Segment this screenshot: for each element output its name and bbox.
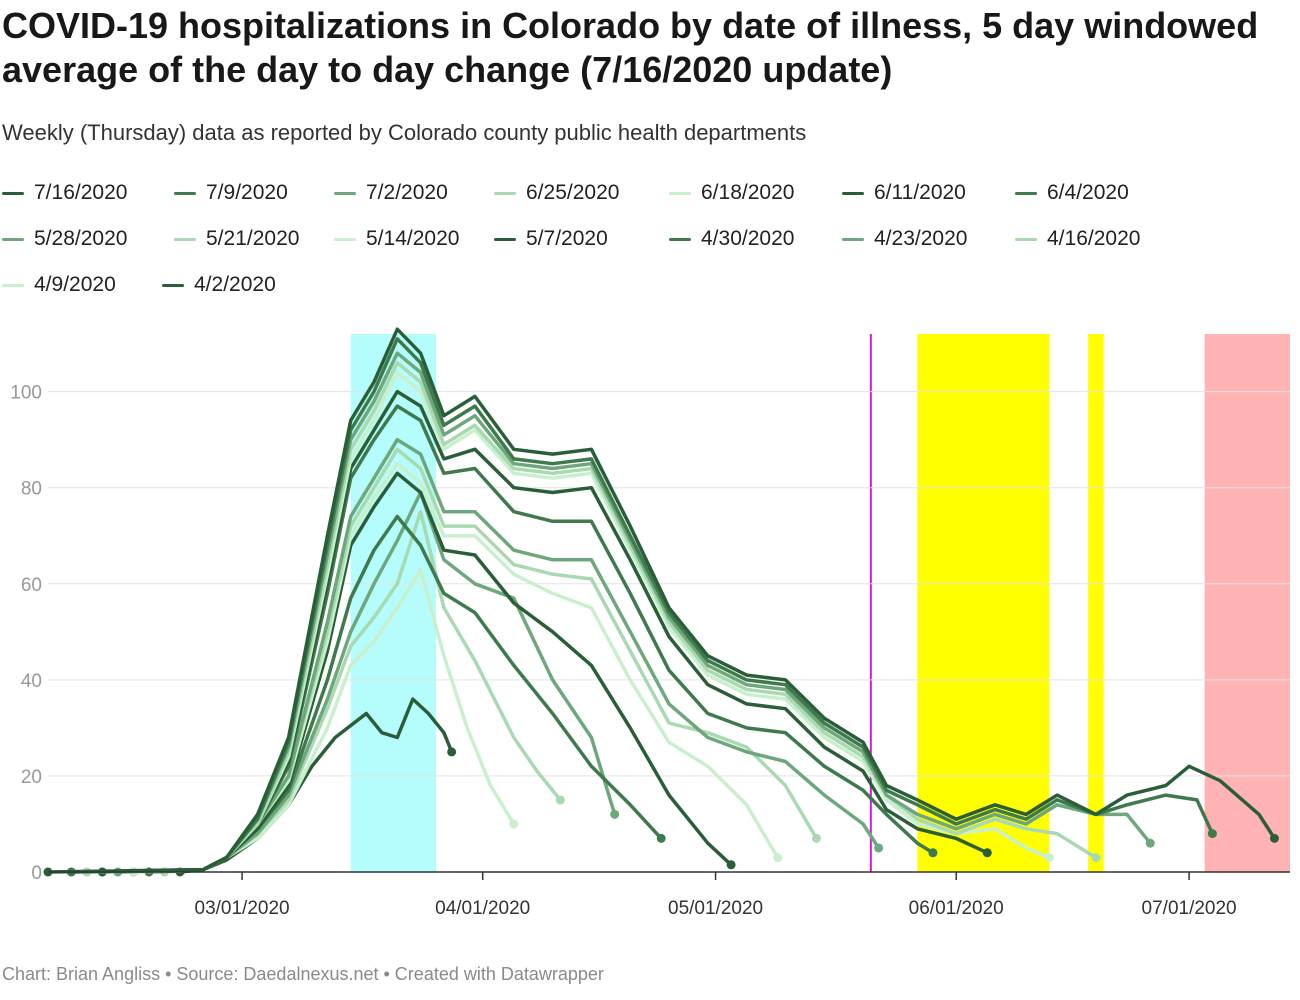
- series-end-dot: [811, 833, 821, 843]
- legend-swatch: [669, 191, 691, 195]
- series-end-dot: [1091, 853, 1101, 863]
- legend-swatch: [2, 191, 24, 195]
- legend-item: 6/18/2020: [669, 178, 794, 208]
- series-end-dot: [773, 853, 783, 863]
- legend-item: 5/14/2020: [334, 224, 459, 254]
- legend-label: 7/9/2020: [206, 181, 288, 204]
- series-end-dot: [982, 848, 992, 858]
- legend-item: 6/25/2020: [494, 178, 619, 208]
- series-line-7-2-2020: [69, 351, 1153, 874]
- legend-item: 7/9/2020: [174, 178, 288, 208]
- legend-item: 7/16/2020: [2, 178, 127, 208]
- series-end-dot: [1269, 833, 1279, 843]
- series-end-dot: [1044, 853, 1054, 863]
- legend-label: 7/16/2020: [34, 181, 128, 204]
- legend-label: 5/21/2020: [206, 227, 300, 250]
- legend-swatch: [174, 237, 196, 241]
- legend-item: 4/30/2020: [669, 224, 794, 254]
- legend-swatch: [842, 191, 864, 195]
- series-end-dot: [928, 848, 938, 858]
- series-line-7-16-2020: [46, 327, 1277, 874]
- legend-swatch: [334, 237, 356, 241]
- legend-swatch: [669, 237, 691, 241]
- x-tick-label: 07/01/2020: [1142, 898, 1237, 919]
- series-line-4-9-2020: [162, 567, 516, 874]
- grid: [48, 391, 1290, 777]
- legend-item: 5/21/2020: [174, 224, 299, 254]
- y-tick-label: 60: [21, 575, 42, 596]
- y-tick-label: 0: [31, 863, 42, 884]
- y-tick-label: 20: [21, 767, 42, 788]
- legend-swatch: [1015, 237, 1037, 241]
- legend-label: 5/7/2020: [526, 227, 608, 250]
- legend-item: 4/23/2020: [842, 224, 967, 254]
- axes: 0 20 40 60 80 100 03/01/2020 04/01/2020 05/01/20…: [10, 383, 1290, 919]
- series-line-6-4-2020: [100, 404, 935, 874]
- x-tick-label: 03/01/2020: [195, 898, 290, 919]
- highlight-band-yellow: [917, 334, 1050, 872]
- series-end-dot: [1207, 829, 1217, 839]
- series-end-dot: [1145, 838, 1155, 848]
- series-lines: [43, 327, 1279, 877]
- legend-label: 5/14/2020: [366, 227, 460, 250]
- series-end-dot: [610, 809, 620, 819]
- legend-swatch: [2, 283, 24, 287]
- series-end-dot: [726, 860, 736, 870]
- legend-item: 6/11/2020: [842, 178, 966, 208]
- legend-swatch: [842, 237, 864, 241]
- legend-swatch: [1015, 191, 1037, 195]
- legend-label: 5/28/2020: [34, 227, 128, 250]
- highlight-band-yellow: [1088, 334, 1104, 872]
- legend-label: 6/11/2020: [874, 181, 966, 204]
- legend-label: 4/16/2020: [1047, 227, 1141, 250]
- x-tick-label: 04/01/2020: [435, 898, 530, 919]
- chart-title: COVID-19 hospitalizations in Colorado by…: [2, 5, 1259, 90]
- series-end-dot: [656, 833, 666, 843]
- legend-label: 6/4/2020: [1047, 181, 1129, 204]
- chart-subtitle: Weekly (Thursday) data as reported by Co…: [2, 120, 807, 145]
- series-end-dot: [874, 843, 884, 853]
- legend-item: 6/4/2020: [1015, 178, 1129, 208]
- legend-label: 6/25/2020: [526, 181, 620, 204]
- legend-swatch: [334, 191, 356, 195]
- legend-item: 7/2/2020: [334, 178, 448, 208]
- y-tick-label: 80: [21, 479, 42, 500]
- legend-swatch: [494, 191, 516, 195]
- series-end-dot: [447, 747, 457, 757]
- x-tick-label: 05/01/2020: [668, 898, 763, 919]
- x-tick-label: 06/01/2020: [909, 898, 1004, 919]
- legend-item: 4/2/2020: [162, 270, 276, 300]
- legend-swatch: [494, 237, 516, 241]
- legend-label: 4/23/2020: [874, 227, 968, 250]
- series-line-5-7-2020: [131, 471, 733, 874]
- chart-footer: Chart: Brian Angliss • Source: Daedalnex…: [2, 964, 604, 984]
- series-line-5-28-2020: [116, 437, 881, 874]
- legend-label: 6/18/2020: [701, 181, 795, 204]
- legend-item: 4/16/2020: [1015, 224, 1140, 254]
- legend-swatch: [2, 237, 24, 241]
- legend-item: 4/9/2020: [2, 270, 116, 300]
- legend-item: 5/28/2020: [2, 224, 127, 254]
- legend-label: 4/9/2020: [34, 273, 116, 296]
- series-end-dot: [509, 819, 519, 829]
- y-tick-label: 100: [10, 383, 42, 404]
- legend-swatch: [174, 191, 196, 195]
- legend-label: 4/2/2020: [194, 273, 276, 296]
- series-line-6-18-2020: [85, 370, 1052, 874]
- legend-swatch: [162, 283, 184, 287]
- legend-item: 5/7/2020: [494, 224, 608, 254]
- chart: 0 20 40 60 80 100 03/01/2020 04/01/2020 05/01/20…: [10, 327, 1290, 919]
- highlight-band-red: [1204, 334, 1290, 872]
- legend-label: 4/30/2020: [701, 227, 795, 250]
- series-line-4-23-2020: [147, 490, 617, 874]
- series-line-7-9-2020: [69, 337, 1215, 874]
- y-tick-label: 40: [21, 671, 42, 692]
- legend-label: 7/2/2020: [366, 181, 448, 204]
- series-end-dot: [555, 795, 565, 805]
